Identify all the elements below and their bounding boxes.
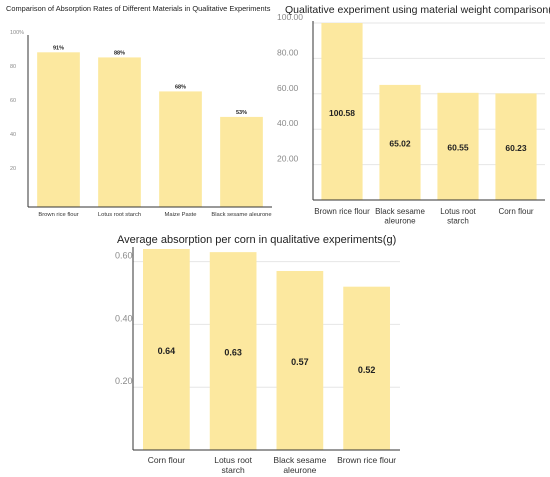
x-tick-label-line: starch bbox=[222, 465, 245, 475]
x-tick-label-line: Corn flour bbox=[148, 455, 185, 465]
x-tick-label: Brown rice flour bbox=[314, 207, 370, 216]
x-tick-label-line: aleurone bbox=[384, 217, 416, 226]
data-label: 60.23 bbox=[505, 143, 527, 153]
x-tick-label-line: aleurone bbox=[283, 465, 316, 475]
x-tick-label: Lotus root starch bbox=[214, 455, 252, 475]
x-tick-label-line: Lotus root bbox=[214, 455, 252, 465]
bar bbox=[437, 92, 479, 200]
bar bbox=[321, 23, 363, 200]
data-label: 65.02 bbox=[389, 139, 411, 149]
x-tick-label-line: Black sesame bbox=[273, 455, 326, 465]
bar bbox=[159, 91, 202, 207]
bar bbox=[495, 93, 537, 200]
bar bbox=[220, 116, 263, 207]
x-tick-label-line: Lotus root starch bbox=[98, 212, 141, 218]
data-label: 68% bbox=[175, 84, 186, 90]
y-tick-label: 100.00 bbox=[277, 12, 303, 22]
x-tick-label-line: Brown rice flour bbox=[314, 207, 370, 216]
y-tick-label: 100% bbox=[10, 30, 24, 36]
y-tick-label: 40.00 bbox=[277, 118, 299, 128]
chart-material-weight: Qualitative experiment using material we… bbox=[277, 4, 550, 226]
y-tick-label: 20 bbox=[10, 166, 16, 172]
y-tick-label: 60 bbox=[10, 98, 16, 104]
bar bbox=[343, 286, 390, 450]
x-tick-label: Black sesame aleurone bbox=[273, 455, 326, 475]
data-label: 0.52 bbox=[358, 365, 376, 375]
x-tick-label: Brown rice flour bbox=[337, 455, 396, 465]
x-tick-label: Black sesame aleurone bbox=[375, 207, 425, 226]
y-tick-label: 0.40 bbox=[115, 313, 133, 323]
y-tick-label: 40 bbox=[10, 132, 16, 138]
x-tick-label: Corn flour bbox=[498, 207, 533, 216]
x-tick-label-line: Brown rice flour bbox=[38, 212, 78, 218]
x-tick-label-line: Black sesame bbox=[375, 207, 425, 216]
chart-title: Comparison of Absorption Rates of Differ… bbox=[6, 4, 271, 13]
data-label: 0.64 bbox=[158, 346, 176, 356]
bar bbox=[143, 249, 190, 450]
data-label: 60.55 bbox=[447, 143, 469, 153]
bar bbox=[37, 52, 80, 207]
y-tick-label: 80.00 bbox=[277, 47, 299, 57]
y-tick-label: 20.00 bbox=[277, 154, 299, 164]
bar bbox=[98, 57, 141, 208]
chart-absorption-per-corn: Average absorption per corn in qualitati… bbox=[115, 234, 400, 475]
data-label: 100.58 bbox=[329, 108, 355, 118]
data-label: 0.63 bbox=[224, 348, 242, 358]
x-tick-label-line: starch bbox=[447, 217, 469, 226]
data-label: 91% bbox=[53, 45, 64, 51]
x-tick-label-line: Lotus root bbox=[440, 207, 476, 216]
y-tick-label: 0.20 bbox=[115, 376, 133, 386]
x-tick-label-line: Brown rice flour bbox=[337, 455, 396, 465]
x-tick-label-line: Corn flour bbox=[498, 207, 533, 216]
x-tick-label: Black sesame aleurone bbox=[211, 212, 271, 218]
x-tick-label: Lotus root starch bbox=[440, 207, 476, 226]
y-tick-label: 60.00 bbox=[277, 83, 299, 93]
x-tick-label: Brown rice flour bbox=[38, 212, 78, 218]
data-label: 53% bbox=[236, 110, 247, 116]
x-tick-label: Lotus root starch bbox=[98, 212, 141, 218]
chart-title: Average absorption per corn in qualitati… bbox=[117, 234, 396, 246]
y-tick-label: 0.60 bbox=[115, 251, 133, 261]
x-tick-label-line: Maize Paste bbox=[165, 212, 197, 218]
x-tick-label-line: Black sesame aleurone bbox=[211, 212, 271, 218]
bar bbox=[379, 84, 421, 200]
data-label: 0.57 bbox=[291, 357, 309, 367]
chart-title: Qualitative experiment using material we… bbox=[285, 4, 550, 16]
y-tick-label: 80 bbox=[10, 64, 16, 70]
bar bbox=[276, 270, 324, 450]
x-tick-label: Corn flour bbox=[148, 455, 185, 465]
chart-absorption-rates: Comparison of Absorption Rates of Differ… bbox=[6, 4, 272, 218]
bar bbox=[209, 252, 257, 450]
data-label: 88% bbox=[114, 50, 125, 56]
x-tick-label: Maize Paste bbox=[165, 212, 197, 218]
